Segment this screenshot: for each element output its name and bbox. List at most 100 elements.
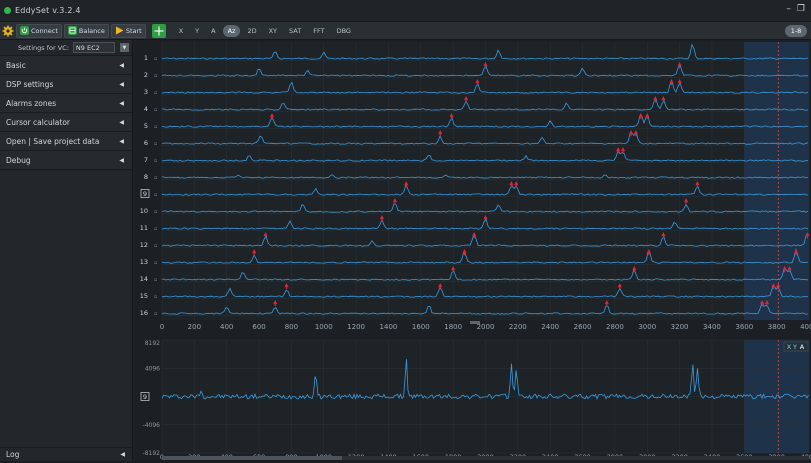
channel-label[interactable]: 10	[140, 207, 148, 215]
defect-marker[interactable]	[695, 180, 700, 188]
defect-marker[interactable]	[629, 129, 634, 137]
defect-marker[interactable]	[760, 299, 765, 307]
mode-fft[interactable]: FFT	[313, 26, 325, 35]
chevron-down-icon[interactable]: ▼	[119, 43, 129, 52]
defect-marker[interactable]	[646, 248, 651, 256]
bottom-channel-marker[interactable]	[140, 392, 150, 401]
defect-marker[interactable]	[252, 248, 257, 256]
channel-label[interactable]: 15	[140, 292, 148, 300]
channel-label[interactable]: 4	[144, 105, 148, 113]
defect-marker[interactable]	[633, 129, 638, 137]
defect-marker[interactable]	[263, 231, 268, 239]
vc-select[interactable]: N9 EC2	[72, 42, 115, 53]
defect-marker[interactable]	[514, 180, 519, 188]
channel-label[interactable]: 3	[144, 88, 148, 96]
defect-marker[interactable]	[805, 231, 810, 239]
channel-label[interactable]: 11	[140, 224, 148, 232]
mode-x[interactable]: X	[178, 26, 184, 35]
defect-marker[interactable]	[645, 112, 650, 120]
horizontal-scrollbar[interactable]	[162, 456, 809, 460]
defect-marker[interactable]	[475, 78, 480, 86]
channel-legend[interactable]	[783, 341, 809, 352]
sidebar-item-log[interactable]: Log ◀	[0, 447, 133, 461]
resize-handle[interactable]	[470, 321, 480, 324]
legend-item-x[interactable]: X	[787, 343, 792, 351]
channel-label[interactable]: 1	[144, 54, 148, 62]
sidebar-item-open-save-project[interactable]: Open | Save project data ◀	[0, 132, 132, 151]
mode-a[interactable]: A	[211, 26, 216, 35]
channel-label[interactable]: 16	[140, 309, 148, 317]
defect-marker[interactable]	[794, 248, 799, 256]
mode-sat[interactable]: SAT	[289, 26, 302, 35]
sidebar-item-alarms-zones[interactable]: Alarms zones ◀	[0, 94, 132, 113]
start-button[interactable]: Start	[110, 23, 146, 38]
defect-marker[interactable]	[632, 265, 637, 273]
channel-unit-icon: ▫	[154, 175, 157, 181]
defect-marker[interactable]	[653, 95, 658, 103]
maximize-icon[interactable]: ❐	[796, 4, 805, 14]
channel-trace	[162, 284, 809, 298]
mode-dbg[interactable]: DBG	[336, 26, 351, 35]
defect-marker[interactable]	[661, 231, 666, 239]
defect-marker[interactable]	[284, 282, 289, 290]
defect-marker[interactable]	[438, 129, 443, 137]
defect-marker[interactable]	[782, 265, 787, 273]
mode-xy[interactable]: XY	[268, 26, 278, 35]
defect-marker[interactable]	[438, 282, 443, 290]
defect-marker[interactable]	[483, 61, 488, 69]
connect-button[interactable]: Connect	[16, 23, 62, 38]
gear-icon[interactable]	[2, 25, 14, 37]
defect-marker[interactable]	[604, 299, 609, 307]
defect-marker[interactable]	[677, 78, 682, 86]
defect-marker[interactable]	[764, 299, 769, 307]
sidebar-item-debug[interactable]: Debug ◀	[0, 151, 132, 170]
crosshair-button[interactable]	[151, 23, 166, 38]
selected-channel-marker[interactable]	[140, 189, 150, 198]
defect-marker[interactable]	[616, 146, 621, 154]
plots-svg[interactable]: 0 200 400 600 800 1000 1200 1400 1600 1800 2000 220…	[136, 40, 811, 461]
defect-marker[interactable]	[483, 214, 488, 222]
defect-marker[interactable]	[661, 95, 666, 103]
defect-marker[interactable]	[269, 112, 274, 120]
defect-marker[interactable]	[472, 231, 477, 239]
defect-marker[interactable]	[677, 61, 682, 69]
channel-label[interactable]: 6	[144, 139, 148, 147]
legend-item-a[interactable]: A	[800, 343, 805, 351]
sidebar-item-dsp-settings[interactable]: DSP settings ◀	[0, 75, 132, 94]
channel-label[interactable]: 8	[144, 173, 148, 181]
defect-marker[interactable]	[379, 214, 384, 222]
defect-marker[interactable]	[449, 112, 454, 120]
sidebar-item-cursor-calculator[interactable]: Cursor calculator ◀	[0, 113, 132, 132]
defect-marker[interactable]	[787, 265, 792, 273]
defect-marker[interactable]	[392, 197, 397, 205]
defect-marker[interactable]	[620, 146, 625, 154]
sidebar-splitter[interactable]	[133, 40, 136, 461]
defect-marker[interactable]	[638, 112, 643, 120]
channel-label[interactable]: 14	[140, 275, 148, 283]
mode-y[interactable]: Y	[195, 26, 200, 35]
balance-button[interactable]: Balance	[63, 23, 109, 38]
defect-marker[interactable]	[684, 197, 689, 205]
scrollbar-thumb[interactable]	[162, 456, 342, 460]
mode-2d[interactable]: 2D	[247, 26, 257, 35]
channel-label[interactable]: 12	[140, 241, 148, 249]
sidebar-item-basic[interactable]: Basic ◀	[0, 56, 132, 75]
defect-marker[interactable]	[617, 282, 622, 290]
defect-marker[interactable]	[464, 95, 469, 103]
channel-label[interactable]: 13	[140, 258, 148, 266]
minimize-icon[interactable]: –	[786, 4, 791, 14]
defect-marker[interactable]	[669, 78, 674, 86]
channel-range-badge[interactable]: 1-8	[785, 25, 807, 37]
defect-marker[interactable]	[404, 180, 409, 188]
defect-marker[interactable]	[462, 248, 467, 256]
channel-label[interactable]: 2	[144, 71, 148, 79]
channel-label[interactable]: 9	[143, 190, 147, 198]
legend-item-y[interactable]: Y	[792, 343, 797, 351]
mode-az[interactable]: Az	[222, 24, 241, 37]
defect-marker[interactable]	[771, 282, 776, 290]
channel-label[interactable]: 7	[144, 156, 148, 164]
defect-marker[interactable]	[451, 265, 456, 273]
defect-marker[interactable]	[273, 299, 278, 307]
defect-marker[interactable]	[509, 180, 514, 188]
channel-label[interactable]: 5	[144, 122, 148, 130]
